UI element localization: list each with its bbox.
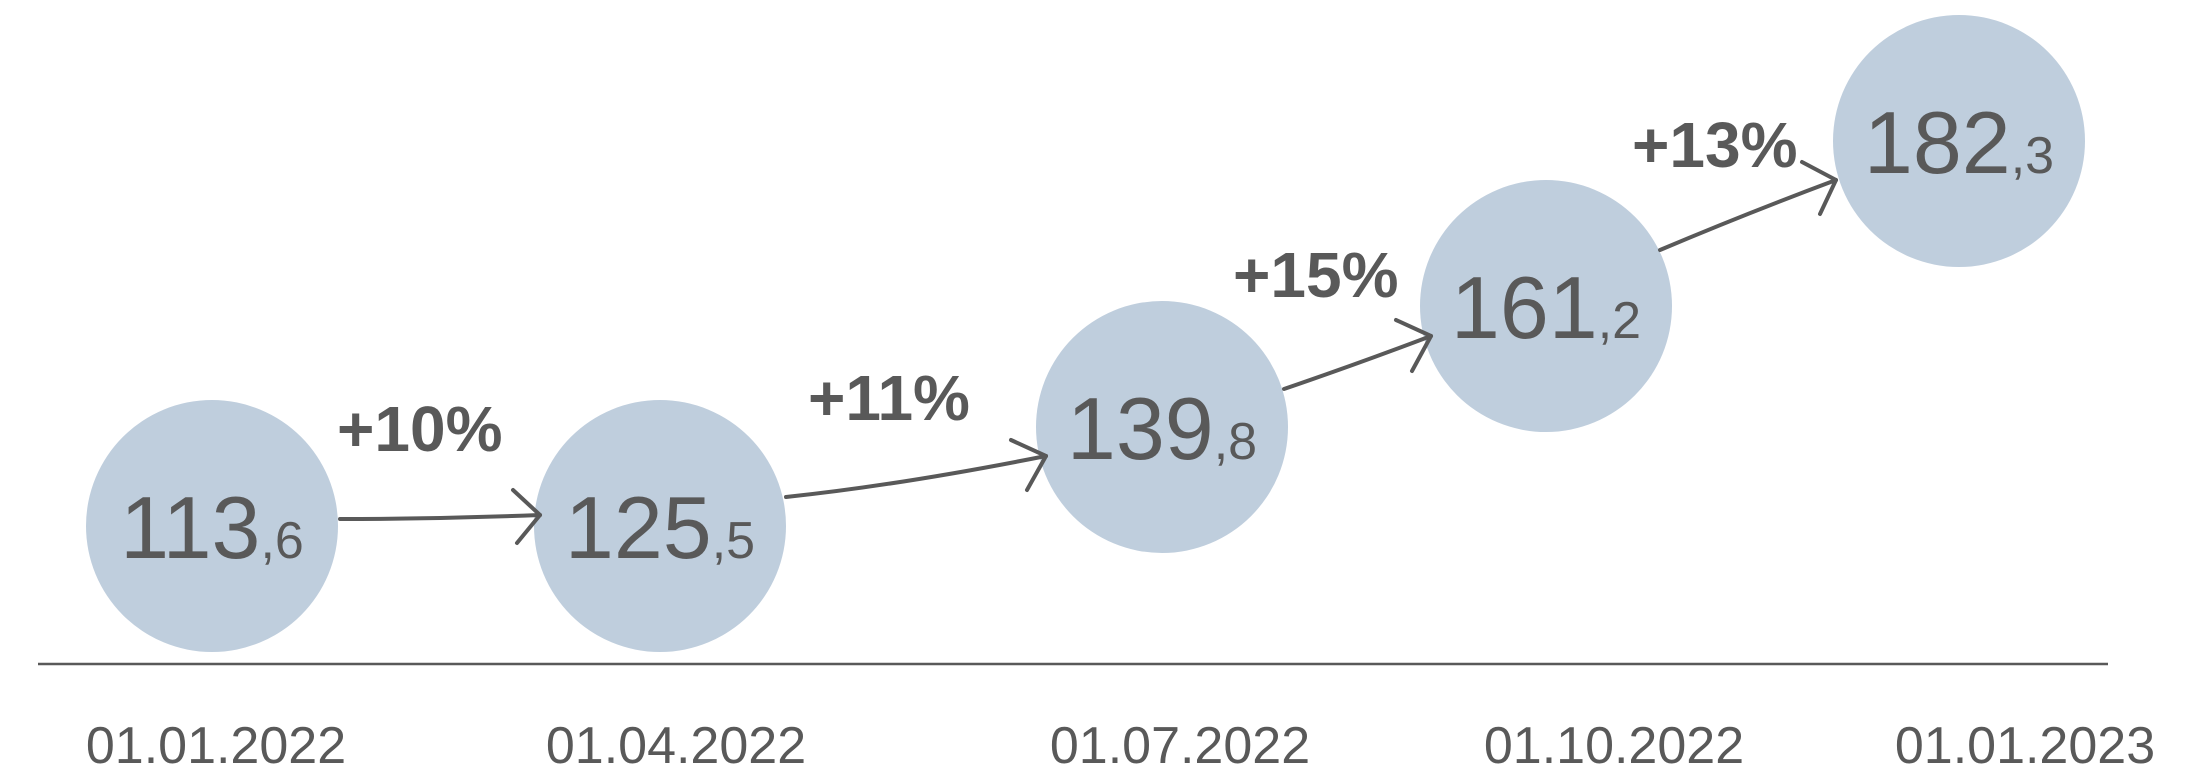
value-bubble: 113,6: [86, 400, 338, 652]
bubble-circle: [1420, 180, 1672, 432]
bubble-value: 182,3: [1864, 93, 2054, 192]
value-bubble: 139,8: [1036, 301, 1288, 553]
date-label: 01.01.2023: [1895, 717, 2155, 770]
growth-arrow: [784, 438, 1048, 499]
bubble-circle: [86, 400, 338, 652]
value-bubble: 182,3: [1833, 15, 2085, 267]
growth-arrow: [1658, 160, 1838, 252]
bubble-circle: [1036, 301, 1288, 553]
growth-arrow: [1282, 318, 1433, 391]
date-label: 01.01.2022: [86, 717, 346, 770]
value-bubble: 161,2: [1420, 180, 1672, 432]
value-bubble: 125,5: [534, 400, 786, 652]
bubble-value: 139,8: [1067, 379, 1257, 478]
change-label: +10%: [337, 393, 502, 465]
date-label: 01.04.2022: [546, 717, 806, 770]
change-label: +15%: [1233, 239, 1398, 311]
bubble-value: 125,5: [565, 478, 755, 577]
date-label: 01.10.2022: [1484, 717, 1744, 770]
bubble-circle: [1833, 15, 2085, 267]
bubble-circle: [534, 400, 786, 652]
growth-arrow: [338, 488, 542, 545]
change-label: +13%: [1632, 109, 1797, 181]
date-label: 01.07.2022: [1050, 717, 1310, 770]
bubble-value: 113,6: [120, 478, 304, 577]
bubble-value: 161,2: [1451, 258, 1641, 357]
change-label: +11%: [808, 362, 970, 434]
